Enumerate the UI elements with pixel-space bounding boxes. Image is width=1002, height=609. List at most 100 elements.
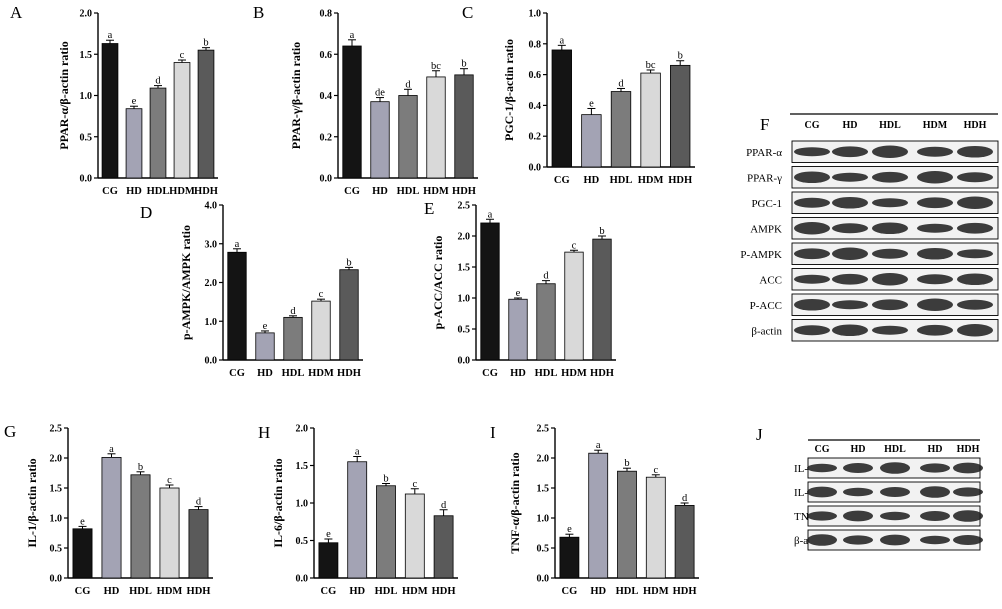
blot-band — [794, 274, 830, 284]
y-axis-label: IL-6/β-actin ratio — [271, 458, 285, 547]
significance-letter: d — [155, 76, 161, 87]
blot-band — [917, 274, 953, 285]
y-tick-label: 0.0 — [320, 174, 333, 185]
blot-row-label: ACC — [759, 274, 782, 286]
blot-band — [957, 324, 993, 337]
y-tick-label: 1.0 — [296, 499, 309, 510]
y-tick-label: 0.4 — [529, 101, 542, 112]
y-tick-label: 0.5 — [50, 544, 63, 555]
blot-band — [832, 324, 868, 337]
bar-cg — [342, 45, 362, 179]
bar-chart-h: H 0.0 0.5 1.0 1.5 2.0 IL-6/β-actin ratio e CG a HD… — [258, 423, 458, 597]
y-tick-label: 1.0 — [80, 91, 93, 102]
panel-letter: E — [424, 199, 434, 218]
blot-band — [872, 222, 908, 235]
blot-band — [880, 487, 910, 497]
y-tick-label: 0.6 — [529, 70, 542, 81]
bar-chart-d: D 0.0 1.0 2.0 3.0 4.0 p-AMPK/AMPK ratio a CG e HD d… — [140, 201, 363, 379]
bar-hdm — [311, 300, 331, 361]
bar-hdl — [149, 87, 167, 179]
blot-band — [807, 486, 837, 498]
y-tick-label: 2.5 — [537, 424, 550, 435]
y-axis-label: IL-1/β-actin ratio — [25, 458, 39, 547]
bar-hdh — [592, 238, 612, 361]
blot-lane-label: HD — [851, 444, 866, 455]
blot-band — [832, 247, 868, 260]
y-axis-label: TNF-α/β-actin ratio — [508, 452, 522, 553]
x-tick-label: HDL — [616, 586, 639, 597]
blot-band — [917, 223, 953, 233]
bar-chart-b: B 0.0 0.2 0.4 0.6 0.8 PPAR-γ/β-actin ratio a CG d… — [253, 3, 478, 197]
bar-hd — [255, 332, 275, 361]
panel-letter: A — [10, 3, 23, 22]
x-tick-label: HDL — [147, 186, 170, 197]
blot-band — [872, 299, 908, 311]
bar-hdl — [398, 95, 418, 179]
x-tick-label: CG — [562, 586, 578, 597]
x-tick-label: HDL — [282, 368, 305, 379]
bar-chart-i: I 0.0 0.5 1.0 1.5 2.0 2.5 TNF-α/β-actin ratio e C… — [490, 423, 699, 597]
x-tick-label: HDH — [337, 368, 361, 379]
blot-row-label: PPAR-α — [746, 147, 782, 159]
blot-lane-label: HDL — [884, 444, 906, 455]
significance-letter: a — [488, 209, 493, 220]
significance-letter: d — [405, 79, 411, 90]
x-tick-label: HD — [584, 175, 600, 186]
y-tick-label: 2.0 — [80, 9, 93, 20]
panel-letter: H — [258, 423, 270, 442]
blot-row-label: P-AMPK — [740, 249, 782, 261]
bar-hdh — [433, 515, 454, 579]
significance-letter: d — [682, 493, 688, 504]
blot-band — [920, 511, 950, 521]
blot-band — [872, 171, 908, 183]
bar-hdh — [670, 64, 691, 168]
y-tick-label: 0.0 — [80, 174, 93, 185]
blot-band — [872, 145, 908, 158]
blot-band — [843, 510, 873, 522]
y-axis-label: p-ACC/ACC ratio — [431, 236, 445, 330]
y-axis-label: p-AMPK/AMPK ratio — [179, 225, 193, 340]
bar-hdl — [283, 316, 303, 361]
bar-hd — [581, 114, 602, 168]
x-tick-label: HDL — [397, 186, 420, 197]
blot-row-label: PPAR-γ — [747, 172, 782, 184]
y-tick-label: 3.0 — [205, 239, 218, 250]
y-tick-label: 0.0 — [537, 574, 550, 585]
x-tick-label: HDH — [673, 586, 697, 597]
significance-letter: c — [653, 465, 658, 476]
x-tick-label: CG — [554, 175, 570, 186]
significance-letter: e — [132, 96, 137, 107]
significance-letter: a — [355, 447, 360, 458]
x-tick-label: HDH — [452, 186, 476, 197]
y-tick-label: 0.6 — [320, 50, 333, 61]
blot-lane-label: HDL — [879, 120, 901, 131]
bar-chart-g: G 0.0 0.5 1.0 1.5 2.0 2.5 IL-1/β-actin ratio e CG… — [4, 422, 213, 597]
blot-band — [807, 463, 837, 473]
significance-letter: d — [618, 78, 624, 89]
significance-letter: b — [678, 51, 683, 62]
blot-band — [832, 273, 868, 285]
bar-hdm — [404, 493, 425, 579]
significance-letter: b — [599, 226, 604, 237]
blot-lane-label: HDM — [923, 120, 948, 131]
blot-lane-label: HD — [928, 444, 943, 455]
blot-lane-label: CG — [815, 444, 830, 455]
blot-band — [794, 248, 830, 260]
blot-band — [920, 463, 950, 473]
significance-letter: e — [589, 98, 594, 109]
blot-lane-label: HDH — [964, 120, 987, 131]
significance-letter: b — [383, 474, 388, 485]
blot-row-label: PGC-1 — [751, 198, 782, 210]
significance-letter: c — [572, 240, 577, 251]
bar-hdm — [426, 76, 446, 179]
bar-cg — [72, 528, 93, 579]
blot-band — [794, 298, 830, 311]
blot-band — [880, 511, 910, 521]
significance-letter: a — [350, 30, 355, 41]
y-tick-label: 1.5 — [50, 484, 63, 495]
significance-letter: e — [516, 288, 521, 299]
panel-letter: B — [253, 3, 264, 22]
x-tick-label: HD — [126, 186, 142, 197]
bar-cg — [318, 542, 339, 579]
